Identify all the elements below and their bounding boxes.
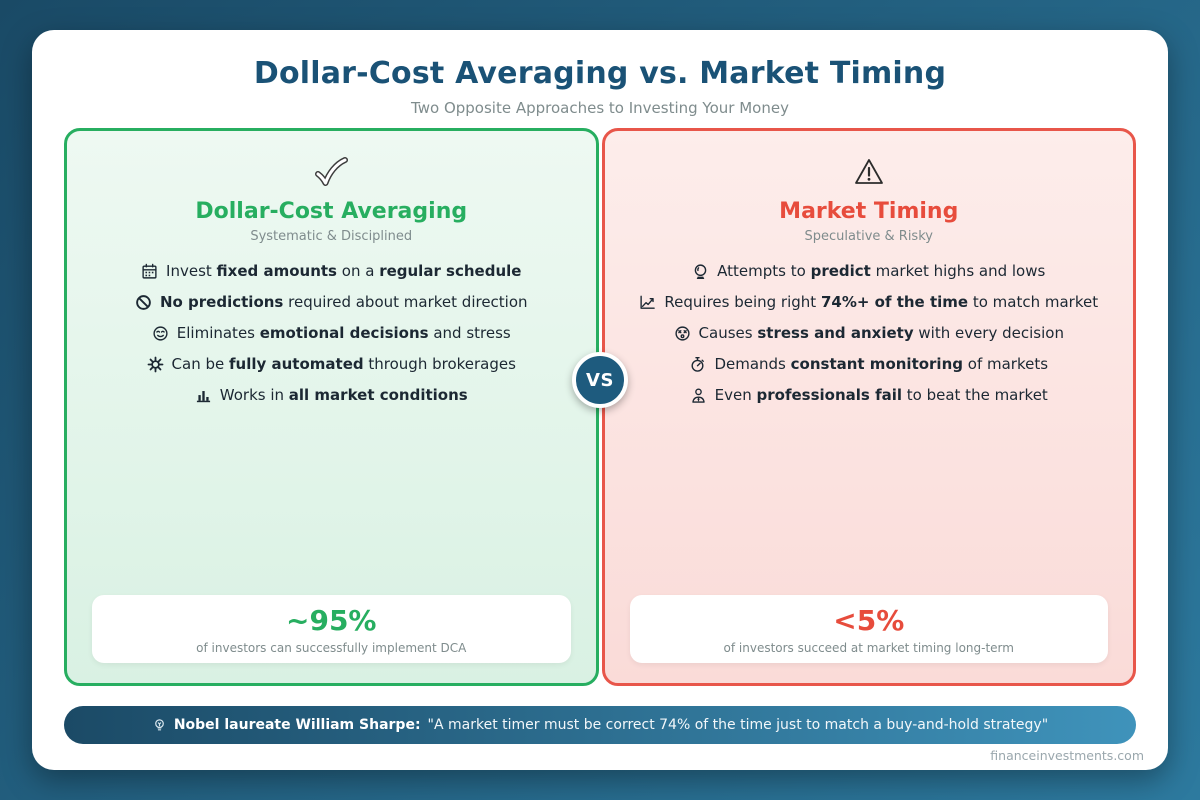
point-item: Invest fixed amounts on a regular schedu… <box>67 262 596 281</box>
no-entry-icon <box>135 294 152 311</box>
point-text: Invest fixed amounts on a regular schedu… <box>166 262 522 280</box>
check-icon <box>67 157 596 189</box>
bar-chart-icon <box>195 387 212 404</box>
dca-stat-box: ~95% of investors can successfully imple… <box>92 595 571 663</box>
point-text: Even professionals fail to beat the mark… <box>714 386 1048 404</box>
card-title: Market Timing <box>779 199 959 224</box>
card-subtitle: Speculative & Risky <box>804 229 933 244</box>
card-market-timing: Market Timing Speculative & Risky Attemp… <box>601 128 1136 686</box>
point-text: No predictions required about market dir… <box>159 293 528 311</box>
crystal-ball-icon <box>692 263 709 280</box>
point-item: No predictions required about market dir… <box>67 293 596 312</box>
stat-value: ~95% <box>286 604 377 637</box>
stat-caption: of investors can successfully implement … <box>196 641 467 655</box>
warning-icon <box>605 157 1134 189</box>
quote-banner: Nobel laureate William Sharpe: "A market… <box>64 706 1136 744</box>
point-text: Can be fully automated through brokerage… <box>171 355 516 373</box>
vs-label: VS <box>586 369 614 391</box>
point-item: Works in all market conditions <box>67 386 596 405</box>
card-title: Dollar-Cost Averaging <box>195 199 468 224</box>
point-text: Attempts to predict market highs and low… <box>717 262 1046 280</box>
calendar-icon <box>141 263 158 280</box>
point-item: Even professionals fail to beat the mark… <box>605 386 1134 405</box>
quote-text: "A market timer must be correct 74% of t… <box>427 717 1049 733</box>
card-subtitle: Systematic & Disciplined <box>250 229 413 244</box>
vs-badge: VS <box>572 352 628 408</box>
businessperson-icon <box>690 387 707 404</box>
source-url: financeinvestments.com <box>990 748 1144 763</box>
dizzy-face-icon <box>674 325 691 342</box>
point-text: Works in all market conditions <box>219 386 468 404</box>
page-subtitle: Two Opposite Approaches to Investing You… <box>411 99 789 117</box>
dca-points-list: Invest fixed amounts on a regular schedu… <box>67 262 596 405</box>
chart-increasing-icon <box>639 294 656 311</box>
point-item: Requires being right 74%+ of the time to… <box>605 293 1134 312</box>
point-item: Can be fully automated through brokerage… <box>67 355 596 374</box>
stat-caption: of investors succeed at market timing lo… <box>723 641 1014 655</box>
gear-icon <box>147 356 164 373</box>
point-text: Eliminates emotional decisions and stres… <box>176 324 511 342</box>
point-item: Demands constant monitoring of markets <box>605 355 1134 374</box>
quote-attribution: Nobel laureate William Sharpe: <box>173 717 421 733</box>
lightbulb-icon <box>152 718 167 733</box>
point-item: Eliminates emotional decisions and stres… <box>67 324 596 343</box>
point-text: Demands constant monitoring of markets <box>714 355 1049 373</box>
card-dollar-cost-averaging: Dollar-Cost Averaging Systematic & Disci… <box>64 128 599 686</box>
point-text: Causes stress and anxiety with every dec… <box>698 324 1064 342</box>
point-item: Attempts to predict market highs and low… <box>605 262 1134 281</box>
infographic-panel: Dollar-Cost Averaging vs. Market Timing … <box>32 30 1168 770</box>
relieved-face-icon <box>152 325 169 342</box>
header: Dollar-Cost Averaging vs. Market Timing … <box>32 30 1168 117</box>
market-timing-stat-box: <5% of investors succeed at market timin… <box>629 595 1108 663</box>
point-item: Causes stress and anxiety with every dec… <box>605 324 1134 343</box>
stopwatch-icon <box>689 356 706 373</box>
point-text: Requires being right 74%+ of the time to… <box>664 293 1099 311</box>
market-timing-points-list: Attempts to predict market highs and low… <box>605 262 1134 405</box>
stat-value: <5% <box>833 604 905 637</box>
comparison-cards: Dollar-Cost Averaging Systematic & Disci… <box>64 128 1136 686</box>
page-title: Dollar-Cost Averaging vs. Market Timing <box>253 56 947 91</box>
